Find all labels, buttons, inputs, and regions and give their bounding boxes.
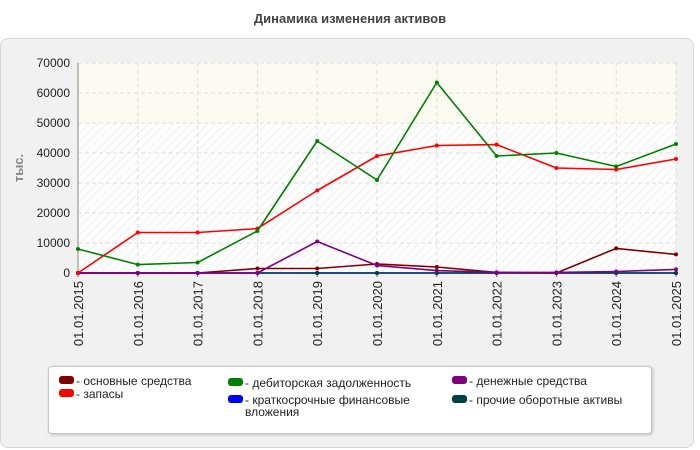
data-point bbox=[375, 178, 379, 182]
legend-swatch-receivables bbox=[228, 378, 243, 386]
legend-label: - прочие оборотные активы bbox=[469, 393, 623, 407]
legend-label: - основные средства bbox=[76, 374, 192, 388]
data-point bbox=[434, 80, 439, 85]
data-point bbox=[434, 265, 439, 269]
x-tick-label: 01.01.2019 bbox=[310, 281, 325, 346]
x-tick-label: 01.01.2018 bbox=[250, 281, 265, 346]
data-point bbox=[494, 154, 499, 158]
data-point bbox=[135, 271, 140, 275]
data-point bbox=[76, 271, 80, 275]
data-point bbox=[554, 166, 559, 170]
legend-swatch-other-current-assets bbox=[452, 395, 467, 403]
data-point bbox=[315, 239, 320, 244]
y-tick-label: 60000 bbox=[37, 86, 71, 100]
data-point bbox=[375, 154, 379, 158]
y-tick-label: 0 bbox=[63, 266, 70, 280]
x-tick-label: 01.01.2015 bbox=[71, 281, 86, 346]
data-point bbox=[315, 271, 320, 275]
data-point bbox=[135, 230, 140, 235]
legend-label: - дебиторская задолженность bbox=[245, 376, 412, 390]
data-point bbox=[674, 142, 678, 146]
data-point bbox=[494, 142, 499, 147]
y-tick-label: 50000 bbox=[37, 116, 71, 130]
data-point bbox=[195, 230, 200, 235]
data-point bbox=[614, 164, 619, 169]
data-point bbox=[375, 263, 379, 268]
legend-swatch-cash bbox=[452, 376, 467, 384]
legend-label: - запасы bbox=[76, 387, 124, 401]
data-point bbox=[554, 151, 559, 155]
series-group bbox=[76, 80, 678, 275]
data-point bbox=[315, 139, 320, 143]
data-point bbox=[494, 270, 499, 275]
x-tick-label: 01.01.2025 bbox=[669, 281, 684, 346]
x-tick-label: 01.01.2016 bbox=[131, 281, 146, 346]
data-point bbox=[255, 266, 260, 271]
data-point bbox=[315, 188, 320, 193]
data-point bbox=[614, 167, 619, 172]
data-point bbox=[674, 271, 678, 275]
data-point bbox=[614, 246, 619, 251]
data-point bbox=[255, 229, 260, 233]
grid-lines bbox=[78, 62, 677, 273]
legend-label: - денежные средства bbox=[469, 374, 587, 388]
chart-title: Динамика изменения активов bbox=[253, 11, 447, 26]
x-tick-label: 01.01.2020 bbox=[370, 281, 385, 346]
legend-swatch-fixed-assets bbox=[59, 376, 74, 384]
y-tick-label: 20000 bbox=[37, 206, 71, 220]
data-point bbox=[76, 247, 80, 251]
x-tick-label: 01.01.2021 bbox=[430, 281, 445, 346]
data-point bbox=[255, 271, 260, 275]
data-point bbox=[434, 143, 439, 148]
data-point bbox=[614, 269, 619, 274]
y-tick-label: 30000 bbox=[37, 176, 71, 190]
y-tick-label: 40000 bbox=[37, 146, 71, 160]
data-point bbox=[434, 268, 439, 273]
data-point bbox=[375, 271, 379, 275]
y-axis-label: тыс. bbox=[11, 154, 26, 182]
data-point bbox=[315, 266, 320, 271]
x-axis-ticks: 01.01.2015 01.01.2016 01.01.2017 01.01.2018… bbox=[71, 273, 684, 346]
legend-swatch-short-term-investments bbox=[228, 395, 243, 403]
x-tick-label: 01.01.2022 bbox=[490, 281, 505, 346]
x-tick-label: 01.01.2017 bbox=[191, 281, 206, 346]
y-tick-label: 10000 bbox=[37, 236, 71, 250]
y-axis-ticks: 0 10000 20000 30000 40000 50000 60000 70000 bbox=[37, 56, 71, 280]
data-point bbox=[195, 260, 200, 265]
data-point bbox=[554, 270, 559, 275]
y-tick-label: 70000 bbox=[37, 56, 71, 70]
data-point bbox=[135, 262, 140, 267]
data-point bbox=[195, 271, 200, 275]
x-tick-label: 01.01.2023 bbox=[549, 281, 564, 346]
data-point bbox=[674, 252, 678, 257]
legend: - основные средства - запасы - дебиторск… bbox=[48, 366, 652, 434]
data-point bbox=[674, 267, 678, 272]
legend-swatch-inventory bbox=[59, 389, 74, 397]
x-tick-label: 01.01.2024 bbox=[609, 281, 624, 346]
data-point bbox=[674, 157, 678, 161]
legend-label: - краткосрочные финансовые вложения bbox=[245, 393, 410, 419]
